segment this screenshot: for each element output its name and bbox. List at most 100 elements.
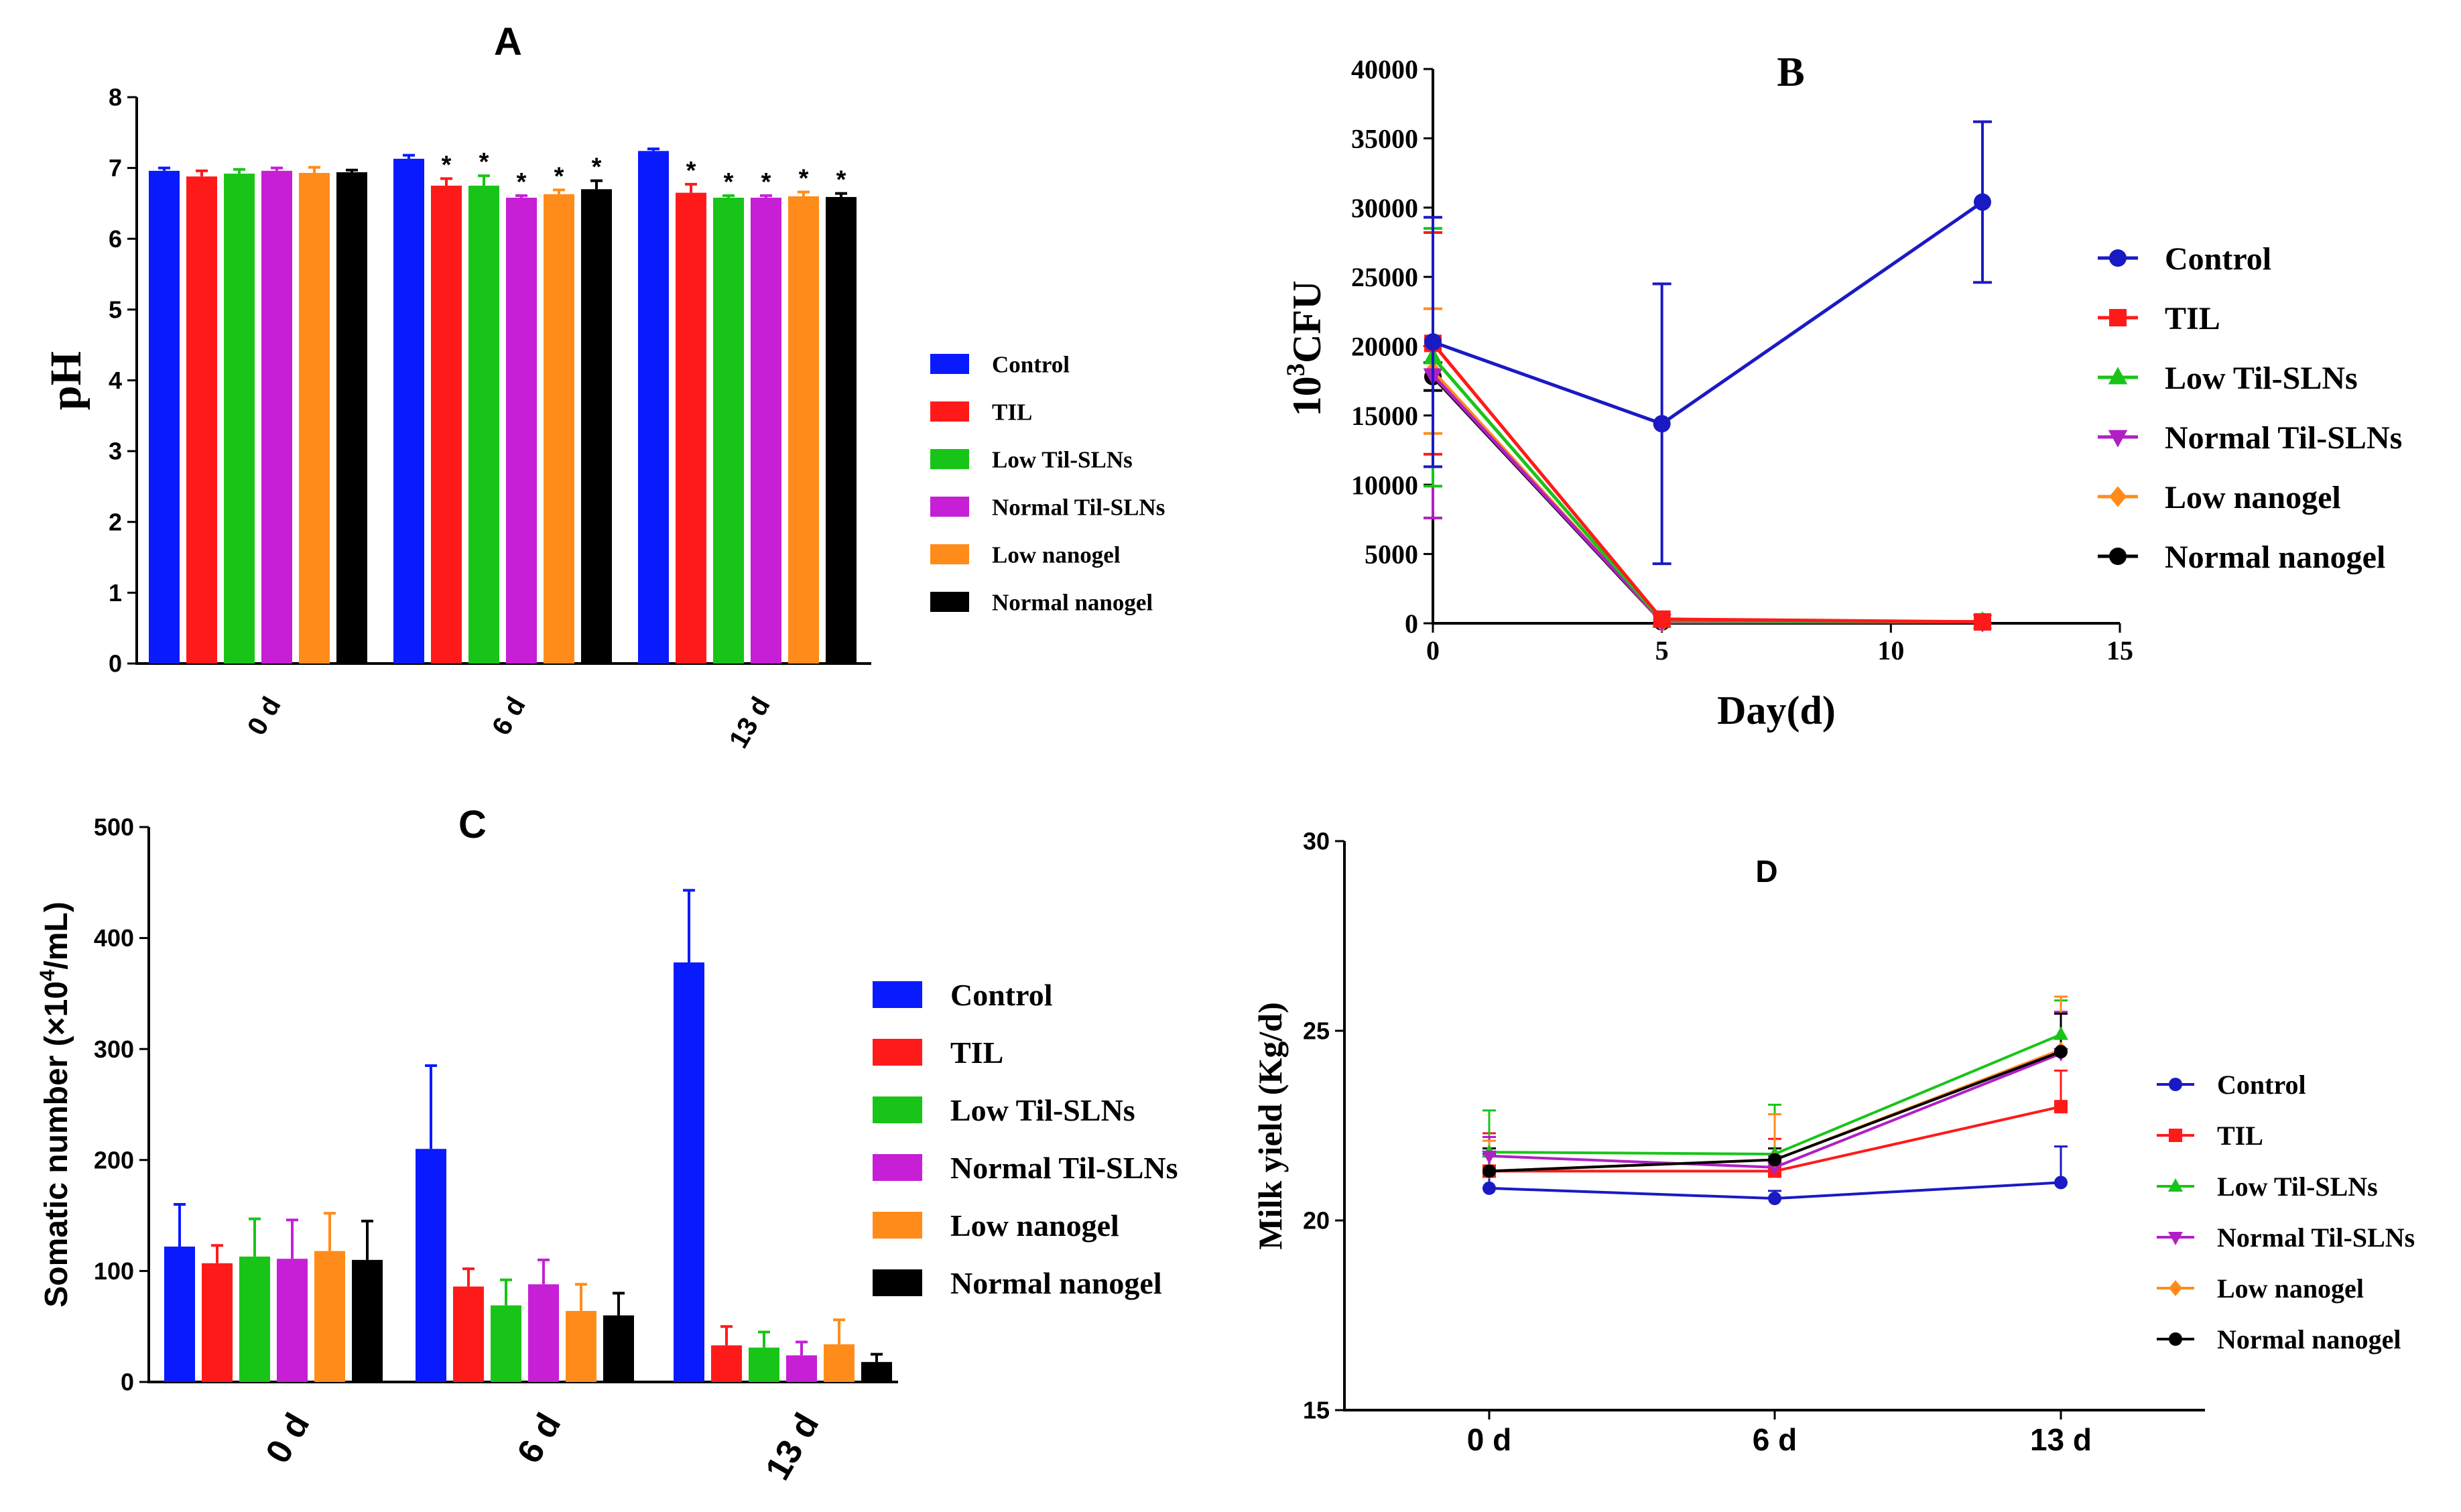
- panel-d: D 15 20 25 30 0 d 6 d 13 d Milk yield (Kg/d) Cont…: [1251, 828, 2415, 1457]
- y-axis-label-unit: CFU: [1285, 281, 1329, 363]
- legend-label: Normal nanogel: [950, 1266, 1162, 1300]
- y-tick-label: 100: [94, 1257, 134, 1285]
- bar: [314, 1251, 345, 1382]
- legend-label: TIL: [950, 1035, 1003, 1070]
- data-point: [1653, 415, 1671, 433]
- bar: [861, 1362, 892, 1382]
- significance-mark: *: [799, 165, 809, 193]
- legend-label: TIL: [992, 399, 1032, 425]
- chart-title: A: [494, 20, 522, 64]
- x-category-label: 13 d: [724, 692, 776, 753]
- data-point: [2054, 1176, 2068, 1190]
- data-point: [1653, 610, 1671, 628]
- x-axis-label: Day(d): [1717, 688, 1836, 733]
- y-axis-label: pH: [42, 351, 90, 410]
- legend-marker: [2169, 1078, 2182, 1091]
- significance-mark: *: [479, 148, 489, 176]
- bar: [416, 1149, 446, 1382]
- x-category-label: 6 d: [1753, 1422, 1797, 1457]
- x-category-label: 6 d: [487, 692, 531, 741]
- legend-marker: [2169, 1280, 2182, 1296]
- panel-c: C 0 100 200 300 400 500 Somatic number (×104/mL…: [36, 803, 1178, 1487]
- x-tick-label: 15: [2106, 635, 2133, 666]
- legend-swatch: [930, 592, 969, 612]
- legend-label: Low nanogel: [2217, 1273, 2364, 1304]
- bar: [239, 1256, 270, 1382]
- bar: [603, 1315, 634, 1382]
- bar: [638, 151, 669, 664]
- data-point: [1974, 193, 1991, 211]
- data-point: [1482, 1150, 1497, 1164]
- legend-label: Low Til-SLNs: [2165, 361, 2358, 396]
- y-tick-label: 4: [109, 367, 122, 394]
- y-tick-label: 25: [1303, 1017, 1330, 1045]
- legend-swatch: [873, 981, 922, 1008]
- y-axis-label-sup: 4: [36, 969, 59, 981]
- legend-label: TIL: [2165, 301, 2220, 336]
- x-category-label: 13 d: [758, 1407, 826, 1487]
- y-tick-label: 500: [94, 814, 134, 841]
- y-axis-label: Milk yield (Kg/d): [1251, 1002, 1289, 1249]
- legend-marker: [2109, 309, 2127, 326]
- y-tick-label: 30000: [1351, 193, 1418, 223]
- x-category-label: 6 d: [510, 1407, 569, 1470]
- y-tick-label: 40000: [1351, 54, 1418, 84]
- legend-swatch: [873, 1212, 922, 1239]
- data-point: [2054, 1045, 2068, 1059]
- legend-label: Normal Til-SLNs: [2217, 1222, 2415, 1253]
- bar: [393, 158, 424, 664]
- legend-label: Normal Til-SLNs: [992, 494, 1165, 520]
- bar: [786, 1355, 817, 1382]
- bar: [164, 1246, 195, 1382]
- chart-title: C: [458, 803, 487, 846]
- bar: [299, 173, 330, 664]
- bar: [352, 1259, 383, 1382]
- data-point: [1974, 613, 1991, 631]
- series-line: [1432, 374, 1983, 624]
- legend-swatch: [930, 544, 969, 564]
- legend-label: Normal nanogel: [2217, 1324, 2401, 1354]
- series-line: [1432, 375, 1982, 624]
- y-tick-label: 300: [94, 1035, 134, 1063]
- bar: [751, 197, 781, 664]
- y-tick-label: 15000: [1351, 401, 1418, 431]
- y-tick-label: 0: [1405, 609, 1418, 639]
- legend-marker: [2109, 548, 2127, 565]
- legend-label: Control: [992, 351, 1070, 377]
- data-point: [1768, 1153, 1781, 1167]
- legend-label: TIL: [2217, 1121, 2263, 1151]
- x-category-label: 0 d: [259, 1407, 318, 1470]
- bar: [711, 1345, 742, 1382]
- y-tick-label: 5: [109, 296, 122, 323]
- legend-label: Normal Til-SLNs: [950, 1151, 1178, 1185]
- data-point: [1424, 333, 1442, 351]
- legend-label: Normal nanogel: [2165, 540, 2385, 575]
- bar: [224, 174, 255, 664]
- legend-marker: [2108, 367, 2128, 385]
- bar: [491, 1305, 521, 1382]
- y-tick-label: 400: [94, 924, 134, 952]
- panel-a: A 0 1 2 3 4 5 6 7 8 pH 0 d * * * * * 6 d * * * * * 13 d Control T…: [42, 20, 1165, 753]
- legend-label: Low Til-SLNs: [950, 1093, 1135, 1127]
- legend-label: Control: [2165, 241, 2271, 277]
- bar: [826, 196, 857, 664]
- bar: [713, 197, 744, 664]
- chart-title: B: [1777, 50, 1804, 95]
- bar: [202, 1263, 233, 1382]
- legend-marker: [2169, 1332, 2182, 1346]
- significance-mark: *: [686, 157, 696, 185]
- y-tick-label: 25000: [1351, 262, 1418, 292]
- legend-marker: [2109, 249, 2127, 267]
- legend-swatch: [930, 401, 969, 422]
- y-tick-label: 0: [109, 650, 122, 678]
- y-tick-label: 10000: [1351, 470, 1418, 500]
- bar: [277, 1259, 308, 1382]
- bar: [566, 1311, 596, 1382]
- x-category-label: 0 d: [1467, 1422, 1511, 1457]
- y-tick-label: 8: [109, 84, 122, 111]
- y-axis-label: 103CFU: [1281, 281, 1329, 417]
- significance-mark: *: [554, 162, 564, 190]
- legend-label: Low Til-SLNs: [992, 446, 1133, 472]
- x-category-label: 0 d: [242, 692, 287, 741]
- x-category-label: 13 d: [2030, 1422, 2092, 1457]
